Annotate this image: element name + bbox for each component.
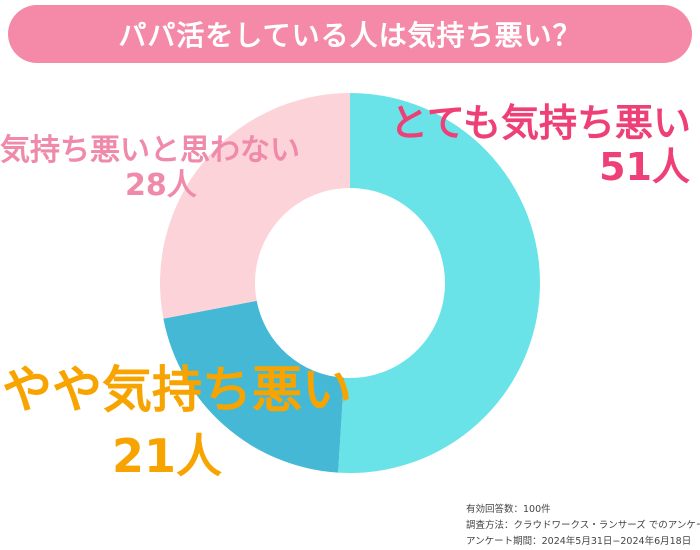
slice-label-not-category: 気持ち悪いと思わない bbox=[0, 133, 300, 168]
slice-some bbox=[163, 300, 345, 473]
survey-footnote: 有効回答数：100件 調査方法：クラウドワークス・ランサーズ でのアンケート ア… bbox=[466, 502, 700, 550]
slice-not bbox=[159, 93, 350, 319]
slice-label-very: とても気持ち悪い 51人 bbox=[390, 101, 691, 189]
slice-label-not: 気持ち悪いと思わない 28人 bbox=[0, 133, 330, 203]
slice-very bbox=[338, 93, 540, 473]
slice-label-some-count: 21人 bbox=[112, 428, 223, 483]
slice-label-some: やや気持ち悪い 21人 bbox=[2, 361, 362, 483]
title-banner: パパ活をしている人は気持ち悪い？ bbox=[8, 5, 692, 63]
slice-label-very-count: 51人 bbox=[599, 144, 690, 189]
slice-label-some-category: やや気持ち悪い bbox=[2, 361, 352, 419]
footnote-period: アンケート期間：2024年5月31日−2024年6月18日 bbox=[466, 536, 692, 547]
slice-label-not-count: 28人 bbox=[125, 167, 197, 203]
footnote-method: 調査方法：クラウドワークス・ランサーズ でのアンケート bbox=[466, 520, 700, 531]
footnote-responses: 有効回答数：100件 bbox=[466, 504, 551, 515]
chart-title: パパ活をしている人は気持ち悪い？ bbox=[118, 19, 582, 52]
slice-label-very-category: とても気持ち悪い bbox=[390, 101, 691, 145]
donut-slices bbox=[159, 93, 540, 473]
